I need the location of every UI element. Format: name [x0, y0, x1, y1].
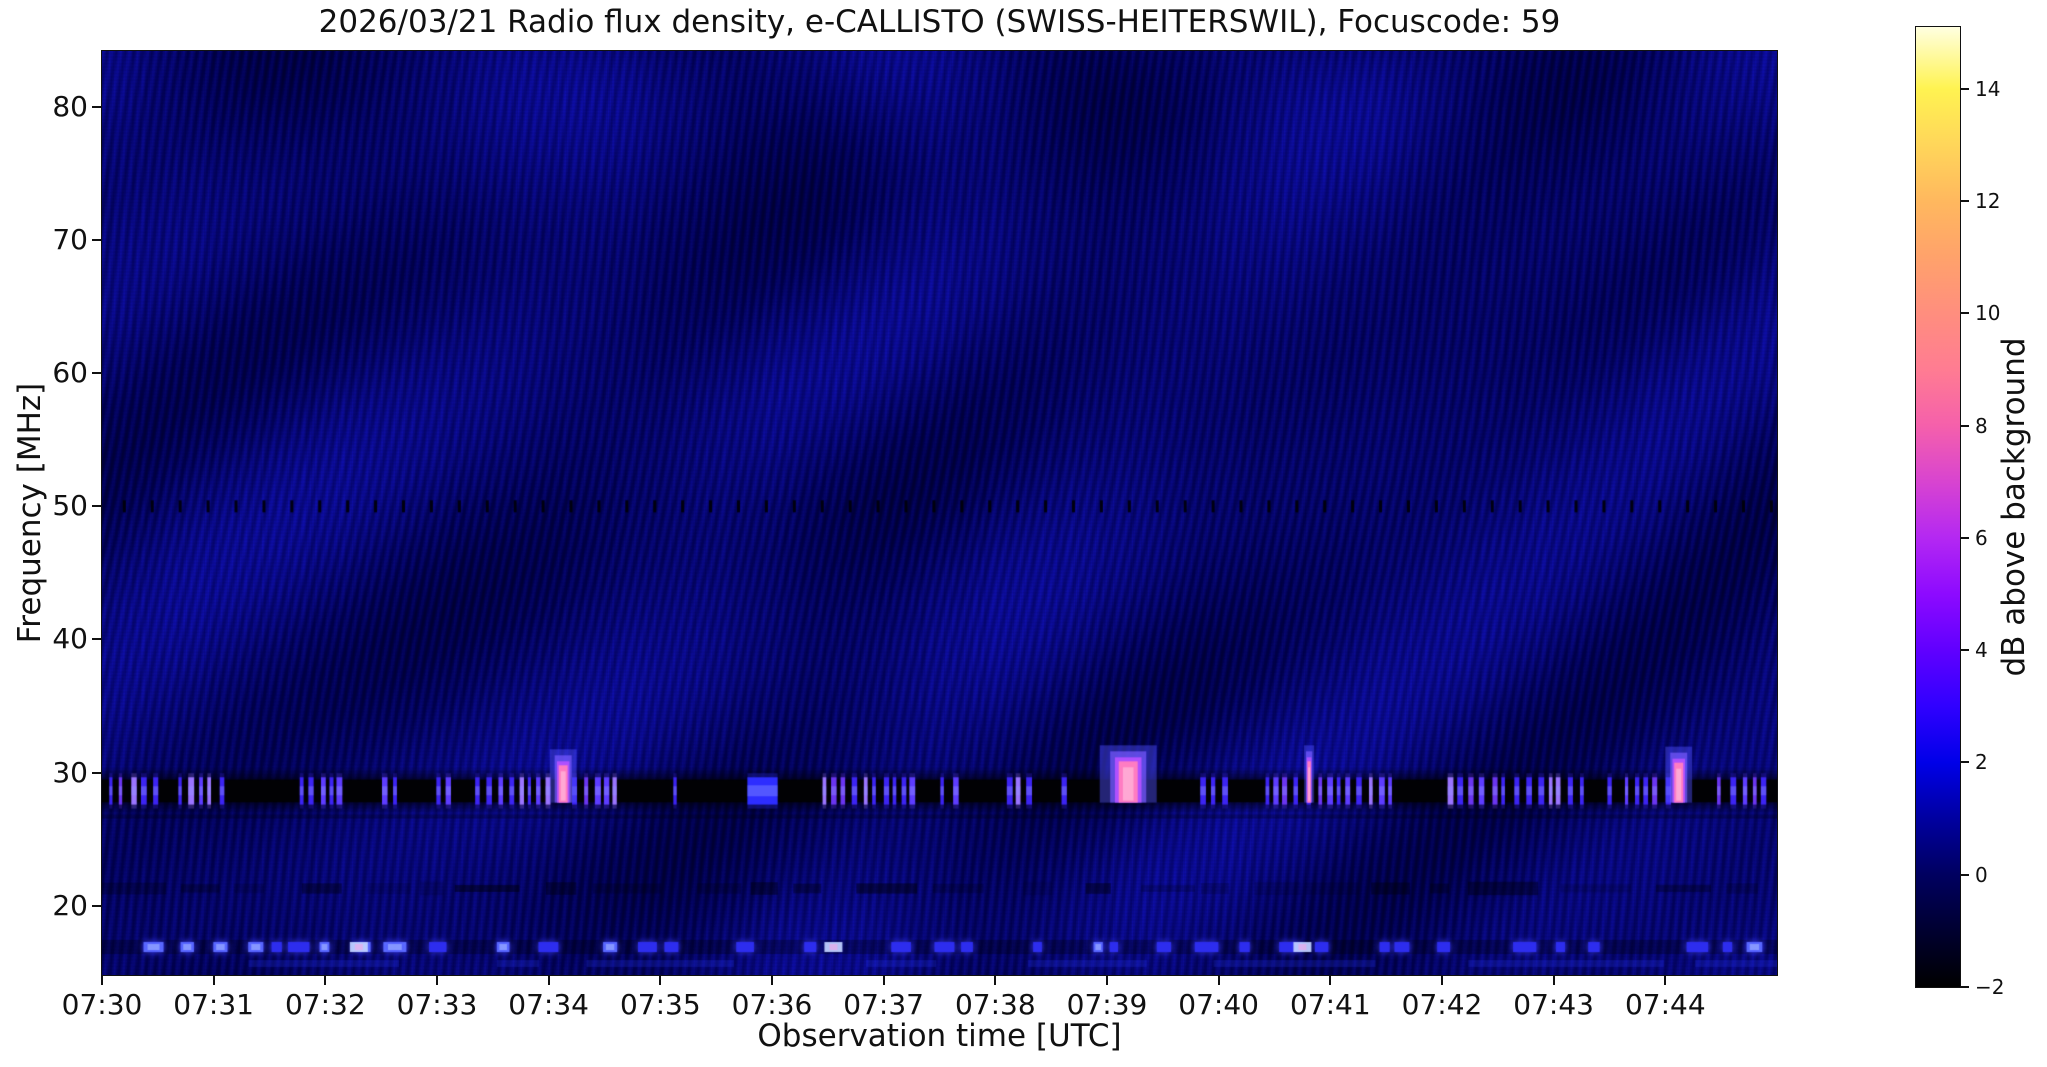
- colorbar-tick-label: −2: [1975, 975, 2005, 999]
- colorbar-label: dB above background: [1996, 337, 2032, 677]
- y-tick-label: 30: [52, 755, 88, 789]
- x-tick: [1217, 976, 1220, 985]
- x-tick-label: 07:38: [954, 988, 1036, 1021]
- x-tick-label: 07:37: [843, 988, 924, 1021]
- x-tick-label: 07:41: [1289, 988, 1371, 1021]
- y-tick-label: 60: [52, 356, 88, 390]
- colorbar-tick-label: 10: [1975, 301, 2001, 326]
- y-tick: [92, 771, 101, 774]
- x-tick: [771, 976, 773, 985]
- x-tick: [1441, 976, 1443, 985]
- x-tick-label: 07:35: [619, 988, 701, 1021]
- y-tick: [92, 239, 101, 242]
- x-tick: [436, 976, 438, 985]
- x-tick-label: 07:36: [731, 988, 813, 1021]
- y-tick: [92, 372, 101, 375]
- colorbar-tick: [1961, 649, 1969, 652]
- x-tick-label: 07:44: [1624, 988, 1706, 1021]
- colorbar-tick: [1961, 424, 1969, 427]
- x-tick: [547, 976, 550, 985]
- y-tick-label: 40: [52, 622, 88, 656]
- x-tick: [882, 976, 885, 985]
- y-tick: [92, 505, 101, 508]
- x-tick-label: 07:39: [1066, 988, 1148, 1021]
- x-tick: [324, 976, 327, 985]
- x-tick: [1329, 976, 1332, 985]
- colorbar-tick-label: 6: [1975, 525, 1988, 550]
- colorbar-tick: [1961, 873, 1969, 876]
- colorbar: [1915, 26, 1961, 988]
- x-tick-label: 07:40: [1178, 988, 1259, 1021]
- x-tick: [101, 976, 103, 985]
- colorbar-tick-label: 8: [1975, 413, 1988, 438]
- x-axis-label: Observation time [UTC]: [757, 1018, 1122, 1054]
- colorbar-tick-label: 2: [1975, 750, 1988, 775]
- x-tick: [1106, 976, 1108, 985]
- x-tick: [1664, 976, 1667, 985]
- x-tick: [994, 976, 997, 985]
- plot-area: [101, 50, 1778, 976]
- x-tick-label: 07:43: [1513, 988, 1594, 1021]
- y-tick: [92, 904, 101, 907]
- x-tick: [659, 976, 662, 985]
- spectrogram-canvas: [102, 51, 1777, 975]
- x-tick-label: 07:34: [508, 988, 589, 1021]
- colorbar-tick: [1961, 986, 1969, 988]
- colorbar-tick: [1961, 536, 1969, 539]
- colorbar-tick-label: 12: [1975, 189, 2001, 214]
- x-tick-label: 07:33: [396, 988, 478, 1021]
- colorbar-tick-label: 14: [1975, 76, 2001, 101]
- x-tick: [1552, 976, 1555, 985]
- y-tick: [92, 638, 101, 641]
- x-tick-label: 07:30: [61, 988, 143, 1021]
- x-tick-label: 07:31: [173, 988, 254, 1021]
- y-tick-label: 80: [52, 89, 88, 123]
- x-tick-label: 07:42: [1401, 988, 1483, 1021]
- y-tick: [92, 105, 101, 108]
- colorbar-tick-label: 4: [1975, 638, 1988, 663]
- y-tick-label: 20: [52, 888, 88, 922]
- y-tick-label: 50: [52, 489, 88, 523]
- y-tick-label: 70: [52, 223, 88, 257]
- x-tick: [212, 976, 215, 985]
- colorbar-tick-label: 0: [1975, 862, 1988, 887]
- colorbar-tick: [1961, 312, 1969, 315]
- colorbar-tick: [1961, 200, 1969, 203]
- colorbar-tick: [1961, 87, 1969, 90]
- chart-title: 2026/03/21 Radio flux density, e-CALLIST…: [318, 4, 1561, 40]
- x-tick-label: 07:32: [284, 988, 366, 1021]
- colorbar-tick: [1961, 761, 1969, 764]
